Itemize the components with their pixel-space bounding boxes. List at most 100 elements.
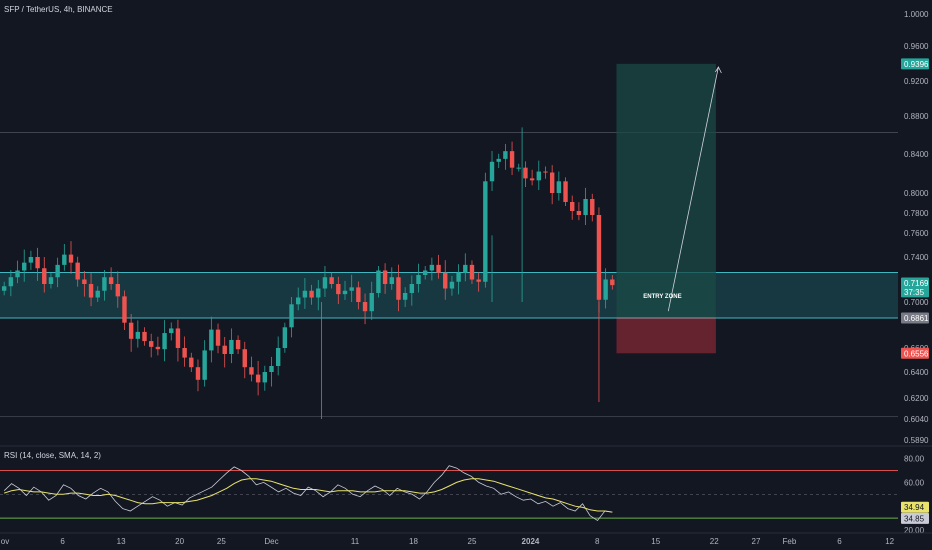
candle-body xyxy=(610,279,615,286)
candle-body xyxy=(556,181,562,193)
rsi-value-tag-label: 34.85 xyxy=(904,514,925,523)
candle-body xyxy=(463,264,468,273)
candle-body xyxy=(289,304,294,328)
candle-body xyxy=(583,199,588,215)
price-tick-label: 0.6040 xyxy=(904,415,929,424)
candle-body xyxy=(449,281,455,289)
price-tag-label: 0.6556 xyxy=(904,349,929,358)
candle-body xyxy=(296,297,301,305)
candle-body xyxy=(262,372,268,383)
candle-body xyxy=(402,293,408,300)
candle-body xyxy=(529,178,535,181)
candle-body xyxy=(416,275,421,284)
candle-body xyxy=(135,331,141,339)
time-tick-label: 15 xyxy=(651,537,660,546)
candle-body xyxy=(409,284,415,293)
candle-body xyxy=(235,339,241,350)
candle-body xyxy=(35,257,40,269)
candle-body xyxy=(102,277,107,291)
candle-body xyxy=(68,254,74,263)
time-tick-label: 25 xyxy=(468,537,477,546)
rsi-value-tag xyxy=(901,512,929,524)
time-tick-label: 13 xyxy=(117,537,126,546)
price-tick-label: 0.6400 xyxy=(904,368,929,377)
rsi-tick-label: 80.00 xyxy=(904,455,925,464)
candle-body xyxy=(429,264,435,271)
candle-body xyxy=(142,331,147,342)
entry-zone-band xyxy=(0,272,898,318)
candle-body xyxy=(369,293,374,312)
candle-body xyxy=(8,277,14,287)
candle-body xyxy=(242,349,247,368)
time-tick-label: 2024 xyxy=(522,537,540,546)
time-tick-label: 25 xyxy=(217,537,226,546)
price-tick-label: 0.9600 xyxy=(904,42,929,51)
candle-body xyxy=(108,277,114,284)
candle-body xyxy=(362,302,368,312)
price-tag xyxy=(901,286,929,298)
price-tag-label: 0.6861 xyxy=(904,314,929,323)
candle-body xyxy=(282,327,288,348)
candle-body xyxy=(309,290,314,298)
candle-body xyxy=(422,270,428,275)
candle-body xyxy=(275,348,281,366)
candle-body xyxy=(503,151,508,159)
candle-body xyxy=(396,277,401,300)
candle-body xyxy=(469,264,475,280)
candle-body xyxy=(82,279,87,284)
candle-body xyxy=(489,161,495,182)
candle-body xyxy=(48,277,54,284)
candle-body xyxy=(543,171,548,173)
candle-body xyxy=(483,181,488,282)
time-tick-label: 27 xyxy=(752,537,761,546)
candle-body xyxy=(202,350,207,380)
price-axis[interactable]: 1.0000 0.9600 0.9200 0.8800 0.8400 0.8000 0.78… xyxy=(901,10,929,445)
time-tick-label: 20 xyxy=(175,537,184,546)
candle-body xyxy=(229,339,234,354)
time-axis[interactable]: ov 6 13 20 25 Dec 11 18 25 2024 8 15 22 27 Feb 6 12 xyxy=(0,532,932,546)
time-tick-label: 6 xyxy=(60,537,65,546)
candle-body xyxy=(209,329,214,351)
candle-body xyxy=(255,374,261,383)
time-tick-label: Dec xyxy=(264,537,278,546)
entry-zone-label: ENTRY ZONE xyxy=(643,294,681,300)
projection-arrow xyxy=(667,66,719,312)
candle-body xyxy=(389,277,394,284)
chart-overlay: ENTRY ZONE xyxy=(643,66,722,312)
price-tag-label: 0.9396 xyxy=(904,60,929,69)
candle-body xyxy=(349,287,354,291)
candle-body xyxy=(382,270,388,284)
candle-body xyxy=(302,290,308,298)
rsi-header[interactable]: RSI (14, close, SMA, 14, 2) xyxy=(4,451,101,460)
price-tag xyxy=(901,312,929,324)
stop-zone xyxy=(616,317,716,354)
candle-body xyxy=(329,277,334,284)
candle-body xyxy=(42,268,47,284)
candle-body xyxy=(536,171,541,181)
price-tag-label: 37:35 xyxy=(904,288,925,297)
price-tag xyxy=(901,277,929,289)
candle-body xyxy=(596,215,602,300)
candle-body xyxy=(342,290,348,295)
candle-body xyxy=(563,181,568,202)
candle-body xyxy=(155,346,161,350)
symbol-header[interactable]: SFP / TetherUS, 4h, BINANCE xyxy=(4,5,113,14)
candle-body xyxy=(55,264,60,278)
candle-body xyxy=(509,151,515,168)
candle-body xyxy=(456,272,461,282)
candle-body xyxy=(195,367,201,380)
candle-body xyxy=(189,357,194,368)
time-tick-label: 22 xyxy=(710,537,719,546)
time-tick-label: 18 xyxy=(409,537,418,546)
candle-body xyxy=(22,262,27,271)
candle-body xyxy=(175,328,181,348)
candle-body xyxy=(590,199,595,215)
rsi-line xyxy=(3,465,613,522)
candle-body xyxy=(15,270,20,278)
candle-body xyxy=(269,366,274,372)
time-tick-label: ov xyxy=(1,537,9,546)
price-tick-label: 0.7600 xyxy=(904,229,929,238)
